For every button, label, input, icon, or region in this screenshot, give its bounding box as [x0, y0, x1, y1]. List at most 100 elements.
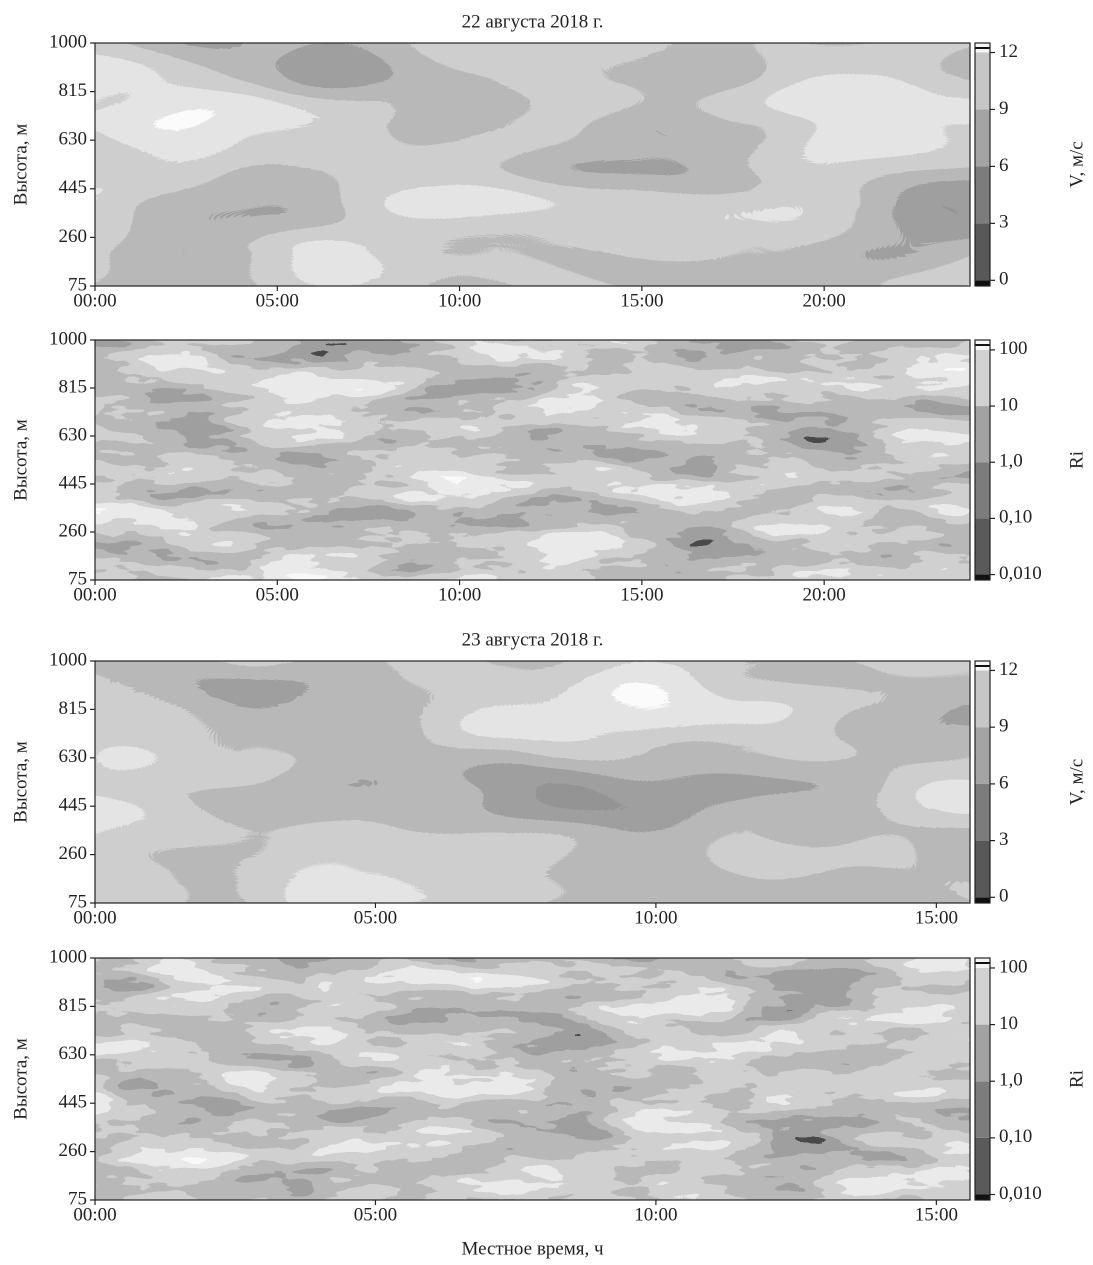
colorbar-frame	[974, 660, 991, 904]
colorbar-band	[975, 518, 990, 575]
y-tick-label: 445	[59, 177, 88, 198]
colorbar-tick-label: 9	[999, 98, 1009, 119]
colorbar-frame	[974, 339, 991, 581]
colorbar-band	[975, 223, 990, 281]
y-tick-label: 815	[59, 80, 88, 101]
x-tick-label: 20:00	[803, 290, 846, 311]
y-tick-label: 260	[59, 520, 88, 541]
x-tick-label: 00:00	[73, 290, 116, 311]
y-axis-label: Высота, м	[10, 124, 31, 206]
plot-frame	[94, 660, 971, 904]
plot-frame	[94, 42, 971, 287]
y-tick-label: 260	[59, 226, 88, 247]
contour-field	[95, 661, 970, 903]
colorbar-band	[975, 109, 990, 167]
plot-frame	[94, 339, 971, 581]
y-axis-label: Высота, м	[10, 1038, 31, 1120]
colorbar-frame	[974, 957, 991, 1201]
x-tick-label: 00:00	[73, 907, 116, 928]
colorbar-band	[975, 783, 990, 841]
colorbar-label: V, м/с	[1066, 141, 1087, 188]
x-tick-label: 20:00	[803, 584, 846, 605]
y-tick-label: 260	[59, 843, 88, 864]
colorbar-band	[975, 52, 990, 110]
colorbar-tick-label: 12	[999, 659, 1018, 680]
colorbar-tick-label: 3	[999, 829, 1009, 850]
y-tick-label: 75	[68, 568, 87, 589]
colorbar-tick-label: 3	[999, 212, 1009, 233]
x-tick-label: 15:00	[915, 1204, 958, 1225]
y-tick-label: 445	[59, 795, 88, 816]
panel-title: 22 августа 2018 г.	[462, 11, 604, 32]
y-tick-label: 630	[59, 1043, 88, 1064]
colorbar-tick-label: 1,0	[999, 1070, 1023, 1091]
colorbar-band	[975, 406, 990, 463]
colorbar-band	[975, 1137, 990, 1195]
x-tick-label: 15:00	[915, 907, 958, 928]
y-tick-label: 1000	[49, 946, 87, 967]
contour-field	[95, 340, 970, 580]
colorbar-label: Ri	[1066, 451, 1087, 469]
colorbar-band	[975, 280, 990, 286]
x-tick-label: 10:00	[634, 1204, 677, 1225]
y-tick-label: 630	[59, 129, 88, 150]
colorbar-tick-label: 100	[999, 338, 1028, 359]
x-tick-label: 15:00	[620, 290, 663, 311]
colorbar-band	[975, 967, 990, 1025]
x-tick-label: 15:00	[620, 584, 663, 605]
colorbar-tick-label: 0,10	[999, 1126, 1032, 1147]
x-tick-label: 10:00	[634, 907, 677, 928]
colorbar-tick-label: 100	[999, 956, 1028, 977]
colorbar-band	[975, 840, 990, 898]
colorbar-tick-label: 10	[999, 394, 1018, 415]
colorbar-tick-label: 0	[999, 886, 1009, 907]
colorbar-band	[975, 727, 990, 784]
colorbar-band	[975, 1194, 990, 1200]
contour-field	[95, 43, 970, 286]
colorbar-tick-label: 0,10	[999, 507, 1032, 528]
plot-frame	[94, 957, 971, 1201]
y-tick-label: 815	[59, 376, 88, 397]
x-tick-label: 00:00	[73, 1204, 116, 1225]
colorbar-band	[975, 574, 990, 580]
y-tick-label: 1000	[49, 328, 87, 349]
colorbar-frame	[974, 42, 991, 287]
y-axis-label: Высота, м	[10, 741, 31, 823]
y-tick-label: 815	[59, 698, 88, 719]
colorbar-label: Ri	[1066, 1070, 1087, 1088]
colorbar-tick-label: 1,0	[999, 451, 1023, 472]
colorbar-band	[975, 1024, 990, 1082]
x-tick-label: 05:00	[354, 907, 397, 928]
y-tick-label: 1000	[49, 649, 87, 670]
contour-field	[95, 958, 970, 1200]
x-tick-label: 00:00	[73, 584, 116, 605]
colorbar-band	[975, 462, 990, 519]
y-tick-label: 1000	[49, 31, 87, 52]
colorbar-tick-label: 12	[999, 41, 1018, 62]
y-tick-label: 75	[68, 891, 87, 912]
x-tick-label: 10:00	[438, 290, 481, 311]
colorbar-tick-label: 10	[999, 1013, 1018, 1034]
colorbar-band	[975, 166, 990, 224]
x-tick-label: 05:00	[354, 1204, 397, 1225]
colorbar-tick-label: 0,010	[999, 563, 1042, 584]
y-axis-label: Высота, м	[10, 419, 31, 501]
y-tick-label: 260	[59, 1140, 88, 1161]
x-tick-label: 10:00	[438, 584, 481, 605]
y-tick-label: 445	[59, 472, 88, 493]
x-tick-label: 05:00	[256, 290, 299, 311]
colorbar-label: V, м/с	[1066, 759, 1087, 806]
colorbar-tick-label: 0	[999, 269, 1009, 290]
colorbar-tick-label: 6	[999, 155, 1009, 176]
colorbar-band	[975, 1081, 990, 1138]
x-tick-label: 05:00	[256, 584, 299, 605]
y-tick-label: 630	[59, 424, 88, 445]
panel-title: 23 августа 2018 г.	[462, 629, 604, 650]
colorbar-band	[975, 897, 990, 903]
colorbar-tick-label: 0,010	[999, 1183, 1042, 1204]
y-tick-label: 445	[59, 1092, 88, 1113]
x-axis-label: Местное время, ч	[461, 1238, 604, 1259]
y-tick-label: 75	[68, 1188, 87, 1209]
colorbar-band	[975, 670, 990, 728]
